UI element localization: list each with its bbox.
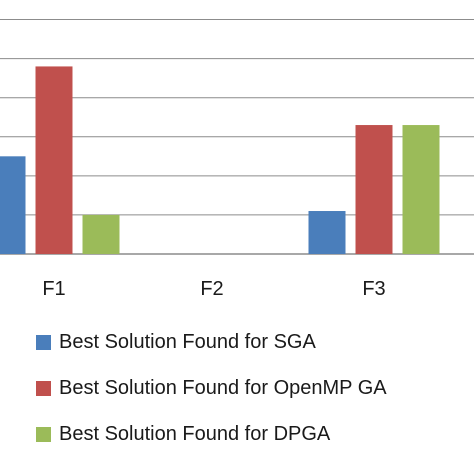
category-label-f2: F2 xyxy=(200,278,223,300)
category-label-f1: F1 xyxy=(42,278,65,300)
legend-swatch-openmp-ga xyxy=(36,380,51,396)
bar-f3-series-3 xyxy=(402,125,440,255)
legend-swatch-sga xyxy=(36,334,51,350)
legend-label-openmp-ga: Best Solution Found for OpenMP GA xyxy=(59,376,387,399)
legend-item-dpga: Best Solution Found for DPGA xyxy=(36,419,387,449)
bar-f3-series-1 xyxy=(308,211,346,254)
category-labels: F1 F2 F3 xyxy=(42,278,385,300)
legend-label-sga: Best Solution Found for SGA xyxy=(59,330,316,353)
legend-label-dpga: Best Solution Found for DPGA xyxy=(59,422,331,445)
gridlines xyxy=(0,19,474,255)
legend-item-openmp-ga: Best Solution Found for OpenMP GA xyxy=(36,373,387,403)
bar-f1-series-1 xyxy=(0,156,26,254)
bar-f1-series-3 xyxy=(82,214,120,254)
bars xyxy=(0,66,440,255)
bar-f1-series-2 xyxy=(35,66,73,254)
bar-f3-series-2 xyxy=(355,125,393,255)
legend-item-sga: Best Solution Found for SGA xyxy=(36,327,387,357)
legend: Best Solution Found for SGA Best Solutio… xyxy=(36,327,387,449)
category-label-f3: F3 xyxy=(362,278,385,300)
legend-swatch-dpga xyxy=(36,426,51,442)
